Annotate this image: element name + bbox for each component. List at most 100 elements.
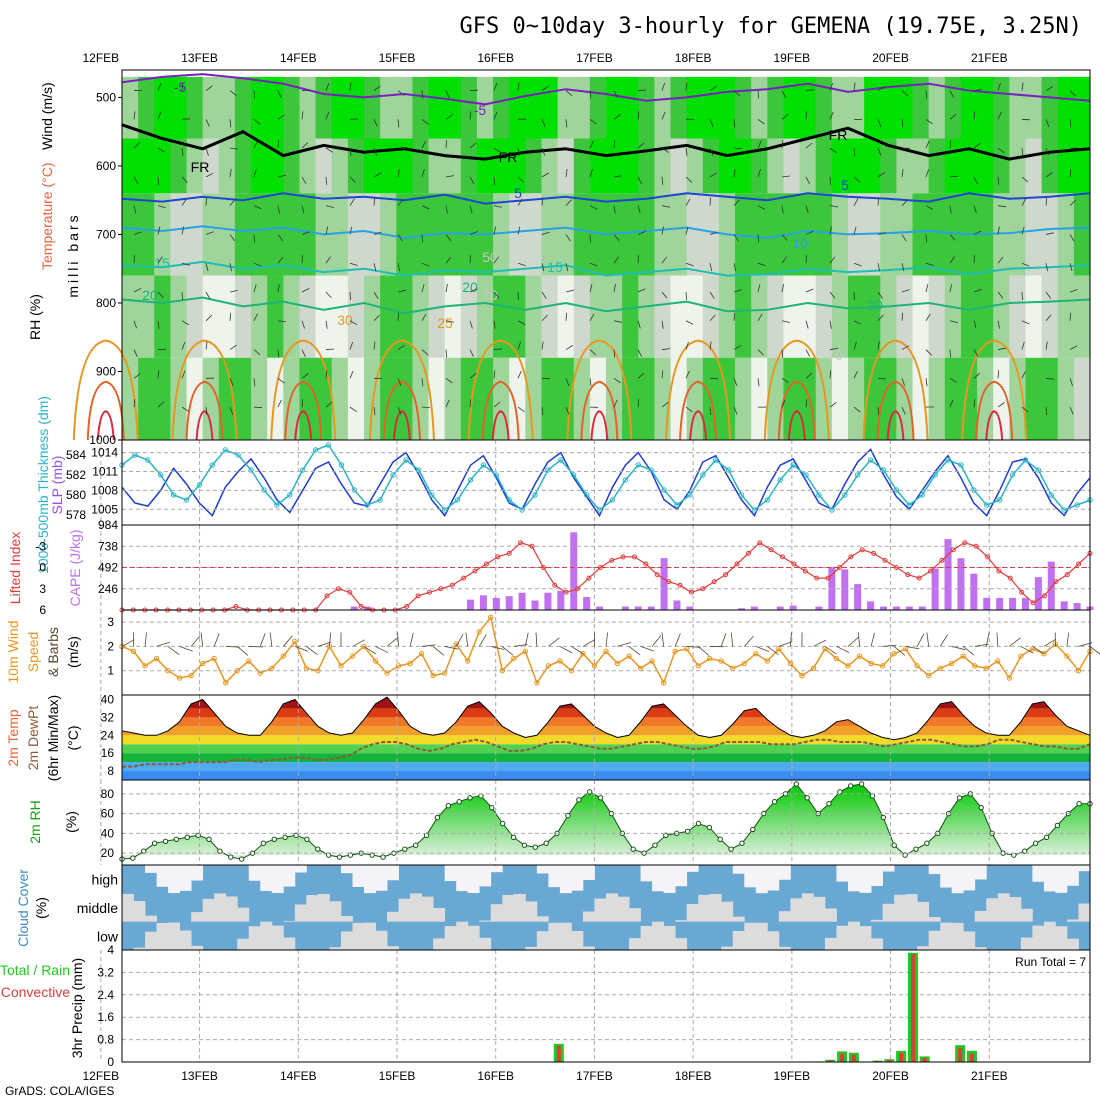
cape-bar bbox=[544, 592, 552, 610]
rh-shade-cell bbox=[331, 357, 349, 440]
precip-convective-bar bbox=[910, 954, 915, 1062]
wind-barb bbox=[493, 348, 503, 350]
temperature-isoline-35 bbox=[195, 410, 214, 441]
wind-barb bbox=[613, 90, 618, 98]
wind-barb bbox=[205, 85, 213, 91]
slp-tick-label: 1008 bbox=[91, 483, 118, 497]
rh-shade-cell bbox=[670, 275, 688, 358]
wind-barb bbox=[253, 234, 255, 243]
cape-bar bbox=[854, 584, 862, 610]
cloud-cell bbox=[410, 893, 423, 922]
rh-shade-cell bbox=[622, 193, 639, 276]
rh-shade-cell bbox=[831, 357, 849, 440]
rh-shade-cell bbox=[977, 357, 994, 440]
thickness-line-point bbox=[532, 492, 538, 498]
wind-barb bbox=[973, 89, 982, 91]
precip-tick-label: 0.8 bbox=[97, 1033, 114, 1047]
wind-barb bbox=[157, 291, 164, 299]
temperature-isoline-35 bbox=[985, 410, 1004, 441]
rh-shade-cell bbox=[267, 275, 284, 358]
wind-speed-line-point bbox=[799, 672, 805, 679]
wind-barb-10m bbox=[686, 646, 701, 648]
cloud-cell bbox=[525, 901, 538, 922]
rh-shade-cell bbox=[283, 275, 300, 358]
wind-speed-line-point bbox=[188, 672, 194, 679]
wind-speed-line-point bbox=[972, 663, 978, 669]
wind-barb bbox=[373, 172, 382, 178]
rh-point bbox=[217, 848, 223, 854]
rh-shade-cell bbox=[702, 138, 720, 194]
wind-barb bbox=[685, 341, 689, 350]
wind-barb bbox=[733, 378, 738, 386]
wind-speed-line-point bbox=[695, 663, 701, 669]
cloud-cell bbox=[444, 865, 457, 882]
wind-barb bbox=[829, 226, 832, 235]
temp-axis-label-4: (°C) bbox=[65, 725, 81, 750]
thickness-line-point bbox=[416, 467, 422, 473]
wind-barb bbox=[493, 291, 500, 299]
cloud-cell bbox=[536, 931, 549, 950]
wind-barb bbox=[1069, 345, 1078, 350]
rh-shade-cell bbox=[122, 357, 139, 440]
rh-shade-cell bbox=[364, 76, 381, 139]
rh-shade-cell bbox=[1057, 275, 1075, 358]
wind-barb bbox=[445, 175, 454, 178]
wind-barb bbox=[589, 378, 592, 387]
cloud-cell bbox=[168, 922, 181, 950]
rh-point bbox=[858, 781, 865, 787]
rh-shade-cell bbox=[638, 357, 655, 440]
date-label-top: 19FEB bbox=[774, 51, 811, 65]
wind-barb bbox=[973, 399, 976, 408]
cape-bar bbox=[583, 597, 591, 610]
wind-barb bbox=[349, 370, 354, 379]
wind-barb-10m bbox=[743, 635, 754, 647]
wind-barb bbox=[229, 378, 234, 386]
wind-barb bbox=[853, 406, 861, 413]
wind-barb bbox=[853, 226, 857, 235]
wind-barb bbox=[1069, 234, 1075, 242]
wind-barb bbox=[325, 320, 328, 329]
lifted-index-point bbox=[723, 572, 729, 578]
wind-barb bbox=[541, 119, 546, 127]
wind-barb bbox=[733, 90, 741, 97]
rh-point bbox=[184, 834, 190, 841]
wind-speed-line-point bbox=[960, 653, 966, 659]
rh-shade-cell bbox=[654, 275, 672, 358]
cloud-cell bbox=[375, 930, 388, 950]
lifted-index-point bbox=[962, 540, 968, 546]
wind-barb-10m bbox=[167, 646, 180, 656]
wind-barb bbox=[997, 320, 1000, 329]
thickness-line-point bbox=[558, 457, 564, 463]
thickness-line-point bbox=[1074, 502, 1080, 508]
wind-barb bbox=[277, 256, 284, 264]
rh-shade-cell bbox=[718, 138, 736, 194]
cloud-cell bbox=[548, 865, 561, 888]
lifted-index-axis-label: Lifted Index bbox=[7, 532, 23, 604]
wind-barb bbox=[445, 205, 448, 214]
precip-convective-bar bbox=[556, 1045, 561, 1062]
rh-shade-cell bbox=[557, 193, 575, 276]
wind-barb bbox=[613, 284, 616, 293]
cloud-cell bbox=[917, 901, 930, 922]
temperature-isoline-30 bbox=[777, 380, 816, 441]
wind-barb bbox=[637, 288, 646, 293]
wind-barb bbox=[685, 262, 694, 267]
cloud-cell bbox=[387, 865, 399, 881]
thickness-line-point bbox=[312, 447, 319, 453]
thickness-line-point bbox=[1061, 507, 1067, 513]
wind-barb bbox=[325, 82, 330, 91]
wind-barb bbox=[877, 232, 886, 235]
wind-barb bbox=[565, 406, 570, 415]
cloud-cell bbox=[283, 865, 296, 887]
rh-shade-cell bbox=[977, 275, 994, 358]
wind-barb bbox=[949, 205, 952, 214]
cloud-cell bbox=[145, 865, 157, 873]
rh-shade-cell bbox=[444, 193, 462, 276]
wind-barb bbox=[637, 372, 645, 379]
rh-point bbox=[1054, 822, 1061, 829]
thickness-line-point bbox=[196, 482, 203, 488]
cloud-cell bbox=[928, 916, 941, 922]
wind-barb bbox=[877, 377, 887, 380]
wind-barb-10m bbox=[1089, 646, 1100, 655]
wind-barb bbox=[997, 176, 1000, 185]
